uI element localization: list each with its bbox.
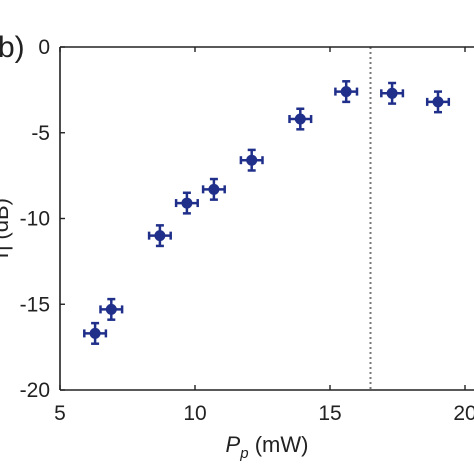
- x-tick-label: 20: [453, 402, 474, 425]
- data-point: [83, 321, 108, 345]
- data-marker: [89, 327, 101, 339]
- panel-label: b): [0, 31, 25, 64]
- x-tick-label: 10: [183, 402, 206, 425]
- x-axis-title-sub: p: [239, 445, 248, 462]
- data-marker: [246, 154, 258, 166]
- ticks-layer: 5 10 15 20 0 -5 -10 -15 -20: [20, 36, 474, 425]
- data-marker: [340, 86, 352, 98]
- data-marker: [181, 197, 193, 209]
- data-point: [288, 107, 313, 131]
- points-layer: [83, 80, 451, 345]
- x-axis-title: Pp (mW): [226, 432, 309, 462]
- data-point: [425, 90, 451, 114]
- x-axis-title-main: P: [226, 432, 241, 457]
- data-point: [147, 224, 172, 248]
- x-tick-label: 5: [54, 402, 66, 425]
- data-marker: [294, 113, 306, 125]
- data-point: [239, 148, 264, 172]
- y-tick-label: -15: [20, 293, 50, 316]
- data-point: [201, 177, 226, 201]
- x-tick-label: 15: [318, 402, 341, 425]
- y-tick-label: -5: [31, 122, 50, 145]
- y-tick-label: -10: [20, 208, 50, 231]
- y-tick-label: 0: [38, 36, 50, 59]
- data-marker: [208, 183, 220, 195]
- data-point: [334, 80, 359, 104]
- data-point: [380, 81, 405, 105]
- data-point: [174, 191, 199, 215]
- y-tick-label: -20: [20, 379, 50, 402]
- data-marker: [432, 96, 444, 108]
- data-marker: [105, 303, 117, 315]
- x-axis-title-unit: (mW): [249, 432, 309, 457]
- axes-layer: [59, 46, 474, 391]
- data-marker: [386, 87, 398, 99]
- data-point: [99, 297, 124, 321]
- y-axis-title: η (dB): [0, 198, 13, 258]
- data-marker: [154, 230, 166, 242]
